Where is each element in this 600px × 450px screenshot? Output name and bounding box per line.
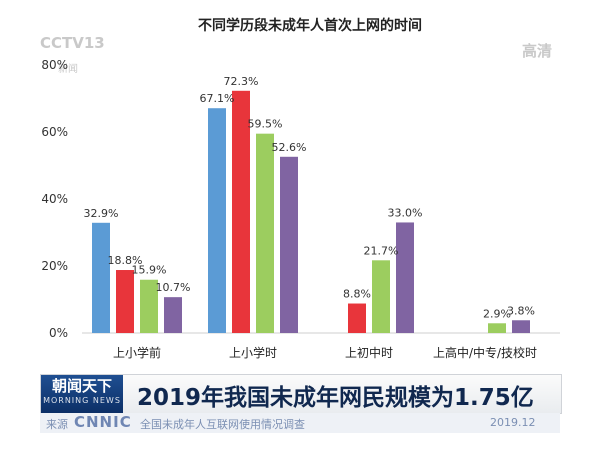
bar <box>280 156 298 333</box>
source-bar: 来源 CNNIC 全国未成年人互联网使用情况调查 2019.12 <box>40 413 560 433</box>
channel-logo-watermark: CCTV13 <box>40 34 105 52</box>
y-axis: 0% 20% 40% 60% 80% <box>41 58 68 340</box>
chart-title: 不同学历段未成年人首次上网的时间 <box>198 17 422 34</box>
bar-value-label: 8.8% <box>343 288 371 301</box>
bar-value-label: 59.5% <box>248 118 283 131</box>
y-tick-label: 40% <box>41 192 68 206</box>
bar-value-label: 52.6% <box>272 141 307 154</box>
source-date: 2019.12 <box>490 416 536 429</box>
bar <box>512 320 530 333</box>
bar-value-label: 15.9% <box>132 264 167 277</box>
bar-value-label: 67.1% <box>200 92 235 105</box>
x-category-label: 上小学前 <box>113 345 161 360</box>
program-logo-main: 朝闻天下 <box>51 377 112 395</box>
bar <box>116 270 134 333</box>
bar <box>164 297 182 333</box>
bar <box>396 222 414 333</box>
bars <box>92 90 530 333</box>
bar-value-label: 33.0% <box>388 206 423 219</box>
x-category-label: 上小学时 <box>229 345 277 360</box>
x-category-label: 上初中时 <box>345 345 393 360</box>
bar-value-label: 10.7% <box>156 281 191 294</box>
bar <box>256 133 274 333</box>
news-ticker: 朝闻天下 MORNING NEWS 2019年我国未成年网民规模为1.75亿 <box>40 374 562 414</box>
bar <box>232 90 250 333</box>
bar <box>372 260 390 333</box>
bar-value-label: 18.8% <box>108 254 143 267</box>
bar-value-label: 72.3% <box>224 75 259 88</box>
x-category-label: 上高中/中专/技校时 <box>433 345 537 360</box>
bar <box>488 323 506 333</box>
source-logo: CNNIC <box>74 413 132 431</box>
bar <box>208 108 226 333</box>
bar <box>348 303 366 333</box>
data-labels: 32.9% 18.8%15.9% 10.7% 67.1% 72.3% 59.5% 52.6%… <box>84 75 535 320</box>
hd-watermark: 高清 <box>522 42 552 60</box>
bar <box>92 222 110 333</box>
source-title: 全国未成年人互联网使用情况调查 <box>140 418 305 431</box>
bar-value-label: 32.9% <box>84 207 119 220</box>
y-tick-label: 20% <box>41 259 68 273</box>
y-tick-label: 0% <box>49 326 68 340</box>
bar-value-label: 21.7% <box>364 244 399 257</box>
program-logo-sub: MORNING NEWS <box>43 396 121 405</box>
bar-value-label: 2.9% <box>483 307 511 320</box>
y-tick-label: 80% <box>41 58 68 72</box>
bar <box>140 279 158 333</box>
source-label: 来源 <box>46 418 68 431</box>
x-axis: 上小学前 上小学时 上初中时 上高中/中专/技校时 <box>113 345 537 360</box>
bar-value-label: 3.8% <box>507 304 535 317</box>
channel-news-watermark: 新闻 <box>58 62 78 75</box>
program-logo: 朝闻天下 MORNING NEWS <box>41 375 123 413</box>
headline: 2019年我国未成年网民规模为1.75亿 <box>137 385 534 411</box>
y-tick-label: 60% <box>41 125 68 139</box>
